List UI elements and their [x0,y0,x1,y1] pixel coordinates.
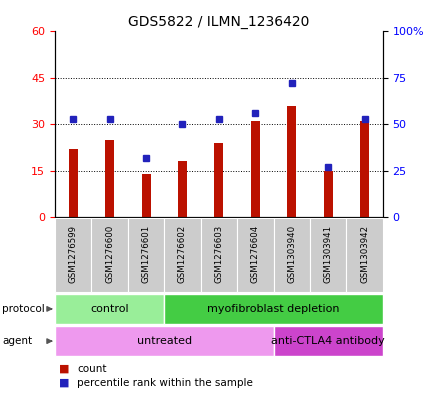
Text: control: control [90,304,129,314]
Bar [178,161,187,217]
Bar [237,218,274,292]
Text: GSM1276602: GSM1276602 [178,224,187,283]
Text: ■: ■ [59,378,70,388]
Bar [55,294,164,324]
Bar [164,294,383,324]
Bar [164,218,201,292]
Bar [142,174,150,217]
Bar [201,218,237,292]
Text: GSM1303942: GSM1303942 [360,224,369,283]
Bar [69,149,78,217]
Text: agent: agent [2,336,32,346]
Bar [214,143,224,217]
Text: GSM1303941: GSM1303941 [324,224,333,283]
Bar [55,326,274,356]
Text: percentile rank within the sample: percentile rank within the sample [77,378,253,388]
Text: anti-CTLA4 antibody: anti-CTLA4 antibody [271,336,385,346]
Text: myofibroblast depletion: myofibroblast depletion [207,304,340,314]
Bar [105,140,114,217]
Text: GSM1276601: GSM1276601 [142,224,150,283]
Bar [323,171,333,217]
Text: GSM1303940: GSM1303940 [287,224,296,283]
Bar [274,218,310,292]
Text: GSM1276603: GSM1276603 [214,224,224,283]
Bar [128,218,164,292]
Bar [360,121,369,217]
Bar [287,106,296,217]
Bar [274,326,383,356]
Text: untreated: untreated [137,336,192,346]
Text: protocol: protocol [2,304,45,314]
Text: ■: ■ [59,364,70,374]
Bar [55,218,92,292]
Bar [310,218,346,292]
Text: GSM1276599: GSM1276599 [69,224,78,283]
Title: GDS5822 / ILMN_1236420: GDS5822 / ILMN_1236420 [128,15,310,29]
Text: GSM1276604: GSM1276604 [251,224,260,283]
Text: GSM1276600: GSM1276600 [105,224,114,283]
Text: count: count [77,364,106,374]
Bar [251,121,260,217]
Bar [92,218,128,292]
Bar [346,218,383,292]
